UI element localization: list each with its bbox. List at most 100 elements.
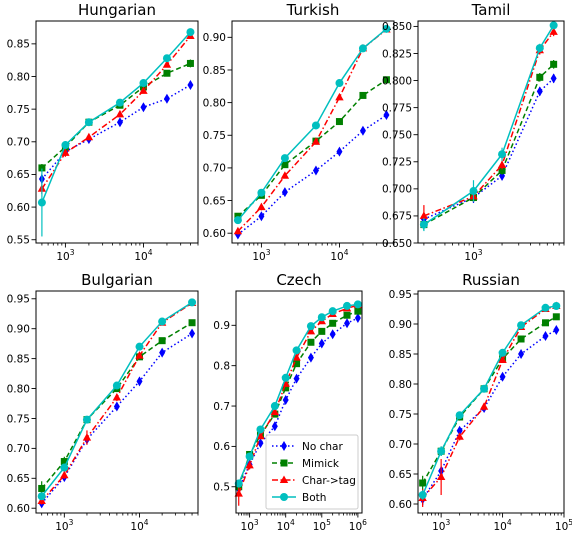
data-point [256,431,265,440]
data-point [245,460,254,469]
data-point [383,110,390,121]
data-point [293,360,301,368]
y-tick-label: 0.85 [389,349,412,361]
data-point [518,349,525,359]
series-mimick [420,59,558,231]
series-both [233,24,391,225]
data-point [280,171,290,179]
data-point [115,98,124,107]
series-line [423,63,555,226]
legend-item: Mimick [272,458,340,470]
data-point [419,220,428,229]
tick-label-exponent: 4 [148,248,153,257]
data-point [112,381,121,390]
data-point [479,402,489,410]
data-point [139,79,148,88]
data-point [279,475,289,483]
data-point [306,326,316,335]
y-tick-label: 0.60 [7,202,30,214]
tick-label-exponent: 4 [344,248,349,257]
data-point [258,211,265,222]
x-tick-label: 104 [330,248,348,263]
data-point [187,79,194,90]
series-char-tag [418,301,561,507]
chart-title: Turkish [286,1,340,19]
series-line [423,24,555,226]
tick-label-base: 10 [56,251,69,263]
tick-label-exponent: 3 [69,518,74,527]
data-point [282,384,290,392]
data-point [498,150,507,159]
data-point [257,438,264,449]
y-tick-label: 0.65 [203,195,226,207]
series-line [421,305,557,496]
data-point [437,447,446,456]
data-point [188,319,196,327]
data-point [82,415,91,424]
tick-label-exponent: 5 [568,518,572,527]
y-tick-label: 0.75 [203,130,226,142]
y-tick-label: 0.85 [7,353,30,365]
y-tick-label: 0.825 [382,48,412,60]
data-point [499,371,506,382]
plot-frame [231,20,395,244]
y-tick-label: 0.675 [382,211,412,223]
data-point [311,137,321,145]
y-tick-label: 0.5 [213,482,230,494]
data-point [186,28,195,37]
plot-frame [417,20,565,244]
data-point [318,327,326,335]
x-tick-label: 103 [55,518,73,533]
data-point [280,154,289,163]
subplot-3: Tamil 103 0.650 0.675 0.700 0.725 0.750 0.775 0.… [382,1,565,263]
data-point [163,69,171,77]
data-point [480,384,489,393]
data-point [536,73,544,81]
data-point [257,202,266,211]
series-line [423,77,555,220]
y-tick-label: 0.650 [382,238,412,250]
y-tick-label: 0.70 [389,439,412,451]
x-tick-label: 103 [241,518,259,533]
y-tick-label: 0.750 [382,130,412,142]
tick-label-exponent: 3 [478,248,483,257]
data-point [553,325,560,335]
data-point [498,166,506,174]
y-tick-label: 0.80 [7,71,30,83]
series-both [419,21,558,232]
data-point [281,187,288,198]
data-point [535,44,544,53]
series-line [238,304,359,494]
y-tick-label: 0.90 [7,323,30,335]
y-tick-label: 0.55 [7,235,30,247]
data-point [497,160,507,169]
tick-label-exponent: 5 [326,518,331,527]
y-tick-label: 0.75 [389,409,412,421]
tick-label-base: 10 [432,521,445,533]
series-both [234,300,362,488]
tick-label-base: 10 [493,521,506,533]
data-point [234,489,243,497]
data-point [116,117,123,128]
y-tick-label: 0.75 [7,413,30,425]
data-point [436,472,446,480]
data-point [419,211,429,219]
data-point [61,148,70,156]
x-tick-label: 103 [464,248,482,263]
data-point [343,311,351,319]
data-point [245,452,254,461]
data-point [163,93,170,104]
y-tick-label: 0.725 [382,157,412,169]
data-point [270,402,279,411]
series-no-char [420,73,557,226]
tick-label-exponent: 4 [290,518,295,527]
series-mimick [234,76,390,220]
data-point [282,394,289,405]
data-point [162,60,172,68]
data-point [139,86,148,94]
data-point [343,301,352,310]
data-point [455,411,464,420]
data-point [112,393,122,401]
data-point [549,27,558,35]
